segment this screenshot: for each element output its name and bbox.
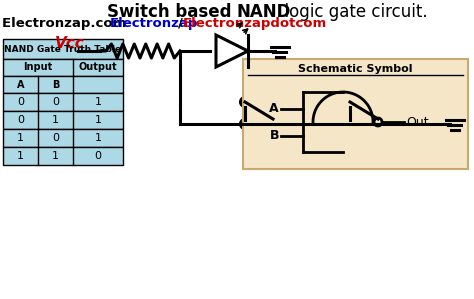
Text: /: / xyxy=(178,17,183,30)
Text: Output: Output xyxy=(79,62,117,72)
Bar xyxy=(3,147,123,165)
Text: Switch based: Switch based xyxy=(107,3,237,21)
Text: Schematic Symbol: Schematic Symbol xyxy=(298,64,413,74)
Bar xyxy=(243,59,468,169)
Text: B: B xyxy=(270,129,279,142)
Text: Vcc: Vcc xyxy=(55,36,85,51)
Text: 0: 0 xyxy=(17,97,24,107)
Bar xyxy=(3,93,123,111)
Text: NAND: NAND xyxy=(237,3,292,21)
Bar xyxy=(3,39,123,59)
Bar xyxy=(3,59,123,76)
Text: A: A xyxy=(269,102,279,115)
Text: 1: 1 xyxy=(17,133,24,143)
Text: logic gate circuit.: logic gate circuit. xyxy=(274,3,428,21)
Bar xyxy=(3,129,123,147)
Text: 1: 1 xyxy=(52,115,59,125)
Text: 1: 1 xyxy=(94,97,101,107)
Text: Electronzapdotcom: Electronzapdotcom xyxy=(183,17,327,30)
Text: 0: 0 xyxy=(52,97,59,107)
Text: NAND Gate Truth Table: NAND Gate Truth Table xyxy=(4,45,121,54)
Text: A: A xyxy=(17,80,24,89)
Bar xyxy=(3,76,123,93)
Text: Input: Input xyxy=(23,62,53,72)
Text: 0: 0 xyxy=(52,133,59,143)
Text: 1: 1 xyxy=(94,133,101,143)
Bar xyxy=(3,111,123,129)
Text: 0: 0 xyxy=(94,151,101,161)
Text: Out: Out xyxy=(406,115,428,129)
Text: 0: 0 xyxy=(17,115,24,125)
Text: 1: 1 xyxy=(94,115,101,125)
Text: 1: 1 xyxy=(17,151,24,161)
Text: B: B xyxy=(52,80,59,89)
Text: Electronzap.com: Electronzap.com xyxy=(2,17,136,30)
Text: 1: 1 xyxy=(52,151,59,161)
Text: Electronzap: Electronzap xyxy=(110,17,199,30)
